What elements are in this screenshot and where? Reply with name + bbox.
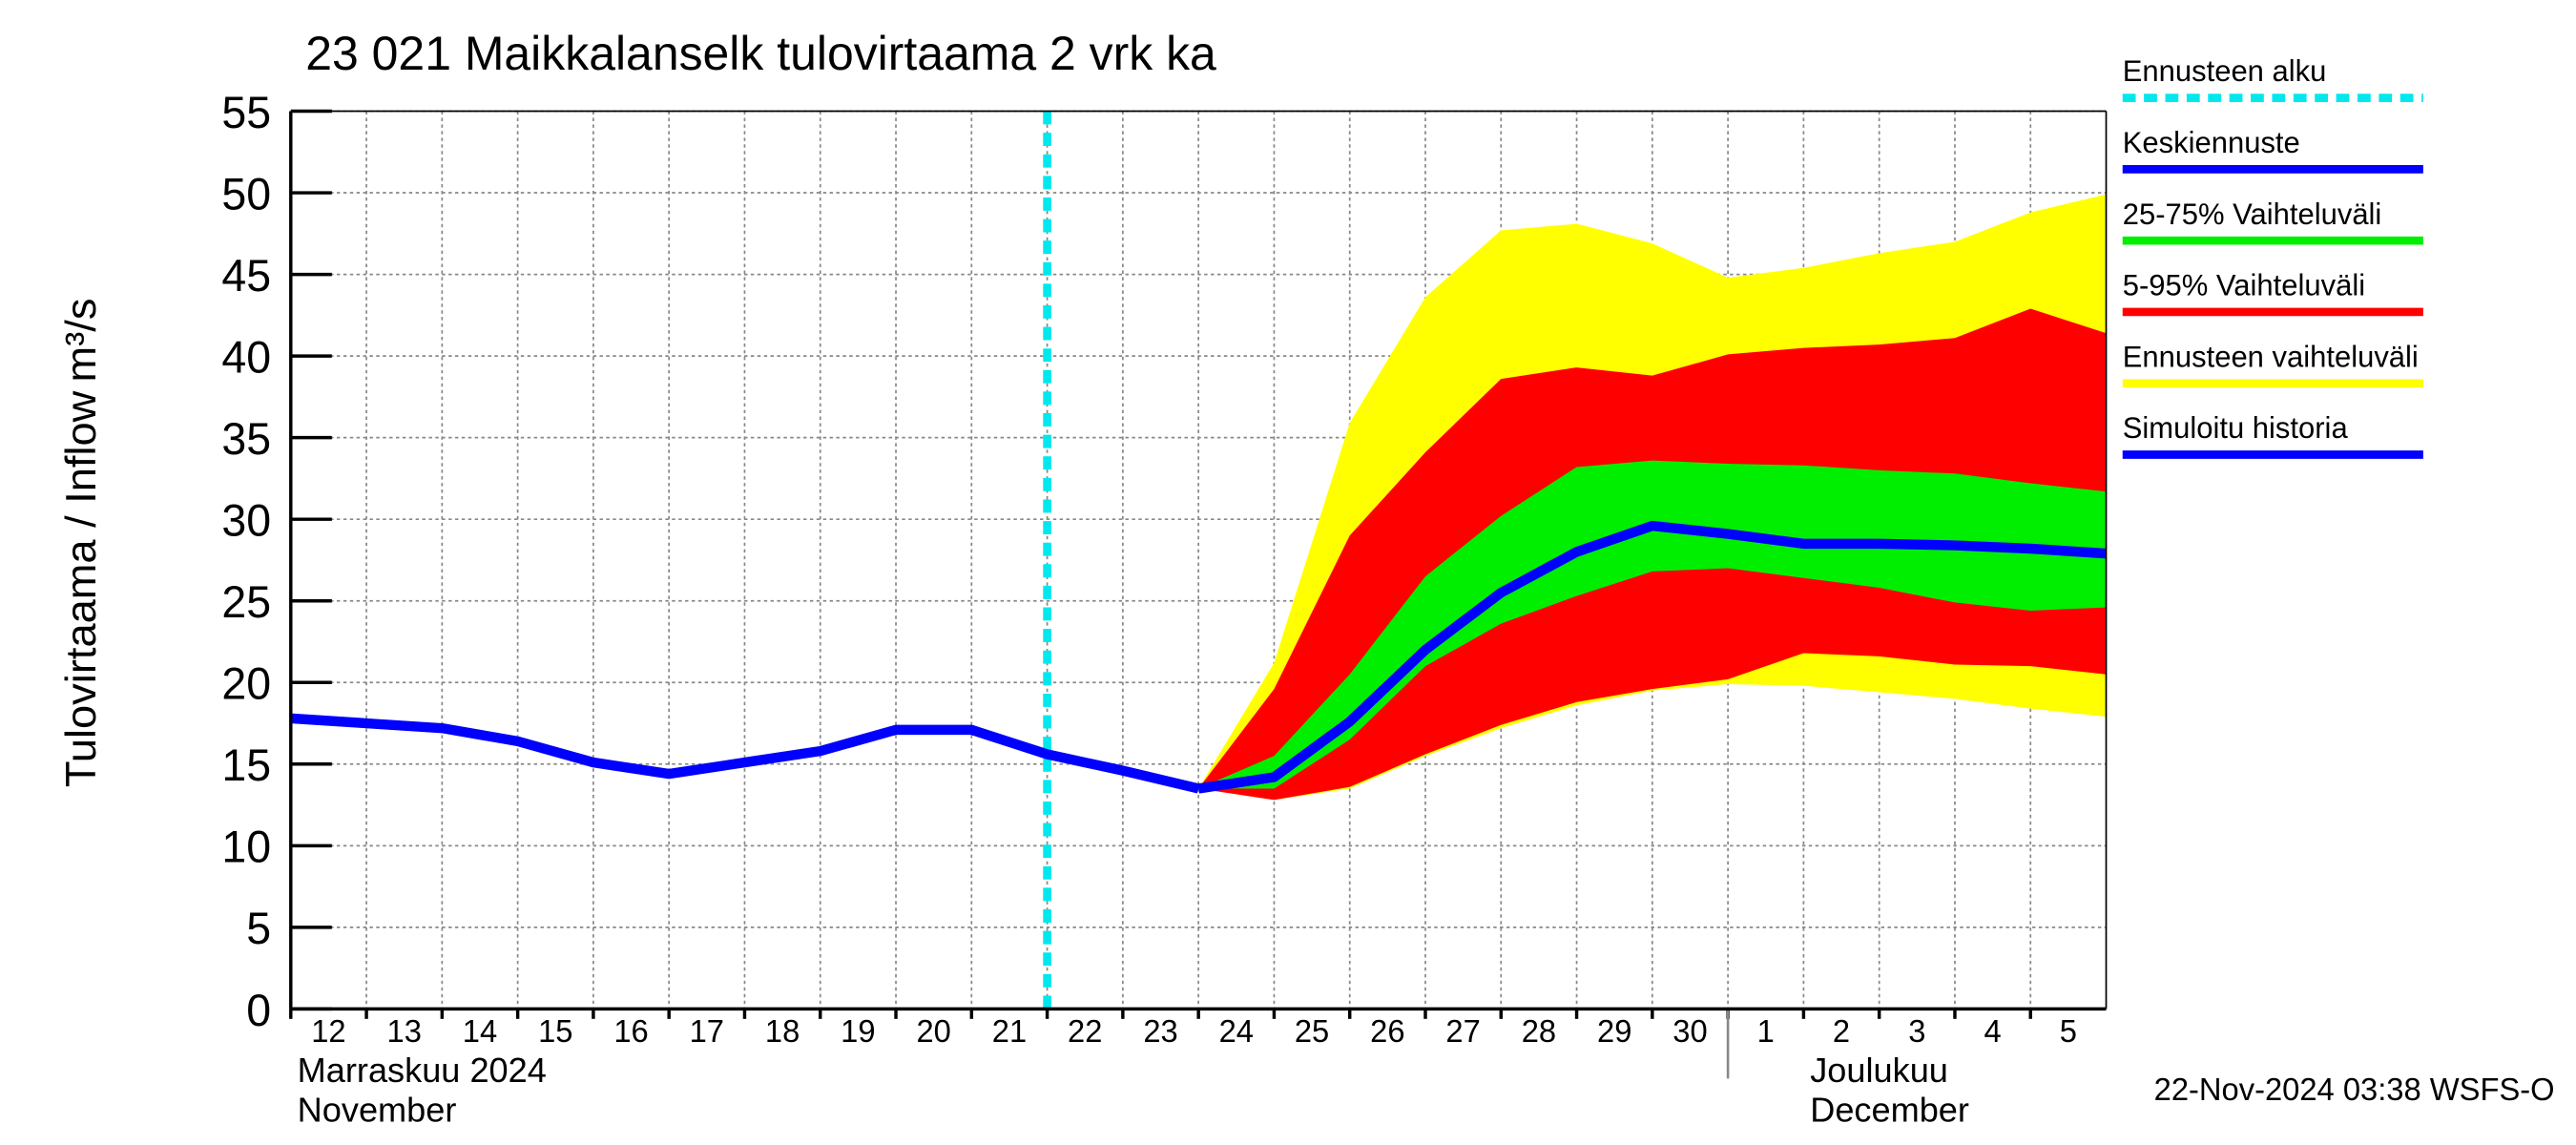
- month-label: Marraskuu 2024: [298, 1051, 547, 1090]
- legend-label: Keskiennuste: [2123, 126, 2300, 159]
- y-tick-label: 50: [221, 169, 271, 219]
- x-tick-label: 25: [1295, 1013, 1329, 1049]
- y-tick-label: 5: [246, 904, 271, 953]
- month-label: Joulukuu: [1810, 1051, 1948, 1090]
- x-tick-label: 2: [1833, 1013, 1850, 1049]
- x-tick-label: 21: [992, 1013, 1027, 1049]
- legend-label: 5-95% Vaihteluväli: [2123, 268, 2365, 302]
- x-tick-label: 26: [1370, 1013, 1404, 1049]
- x-tick-label: 19: [841, 1013, 875, 1049]
- y-tick-label: 0: [246, 986, 271, 1035]
- x-tick-label: 13: [387, 1013, 422, 1049]
- y-tick-label: 55: [221, 88, 271, 137]
- x-tick-label: 23: [1143, 1013, 1177, 1049]
- x-tick-label: 14: [463, 1013, 497, 1049]
- line: [1197, 520, 2107, 794]
- legend-label: 25-75% Vaihteluväli: [2123, 198, 2382, 231]
- chart-title: 23 021 Maikkalanselk tulovirtaama 2 vrk …: [305, 27, 1216, 80]
- y-tick-label: 25: [221, 577, 271, 627]
- x-tick-label: 4: [1984, 1013, 2002, 1049]
- x-tick-label: 15: [538, 1013, 572, 1049]
- footer: 22-Nov-2024 03:38 WSFS-O: [2154, 1072, 2555, 1107]
- y-axis-label: Tulovirtaama / Inflow: [56, 390, 105, 787]
- x-tick-label: 20: [916, 1013, 950, 1049]
- x-tick-label: 3: [1908, 1013, 1925, 1049]
- x-tick-label: 29: [1597, 1013, 1631, 1049]
- x-tick-label: 17: [690, 1013, 724, 1049]
- month-label: December: [1810, 1090, 1969, 1129]
- x-tick-label: 5: [2060, 1013, 2077, 1049]
- y-tick-label: 35: [221, 414, 271, 464]
- legend-label: Simuloitu historia: [2123, 411, 2349, 445]
- x-tick-label: 16: [613, 1013, 648, 1049]
- x-tick-label: 28: [1522, 1013, 1556, 1049]
- legend-label: Ennusteen alku: [2123, 54, 2327, 88]
- x-tick-label: 1: [1757, 1013, 1775, 1049]
- y-tick-label: 40: [221, 332, 271, 382]
- x-tick-label: 22: [1068, 1013, 1102, 1049]
- y-tick-label: 45: [221, 251, 271, 301]
- y-tick-label: 15: [221, 740, 271, 790]
- y-axis-unit: m³/s: [56, 299, 105, 383]
- y-tick-label: 30: [221, 495, 271, 545]
- y-tick-label: 20: [221, 658, 271, 708]
- x-tick-label: 30: [1672, 1013, 1707, 1049]
- line: [290, 713, 1200, 794]
- x-tick-label: 24: [1219, 1013, 1254, 1049]
- y-tick-label: 10: [221, 822, 271, 872]
- x-tick-label: 12: [311, 1013, 345, 1049]
- legend-label: Ennusteen vaihteluväli: [2123, 340, 2419, 373]
- x-tick-label: 27: [1445, 1013, 1480, 1049]
- month-label: November: [298, 1090, 457, 1129]
- x-tick-label: 18: [765, 1013, 800, 1049]
